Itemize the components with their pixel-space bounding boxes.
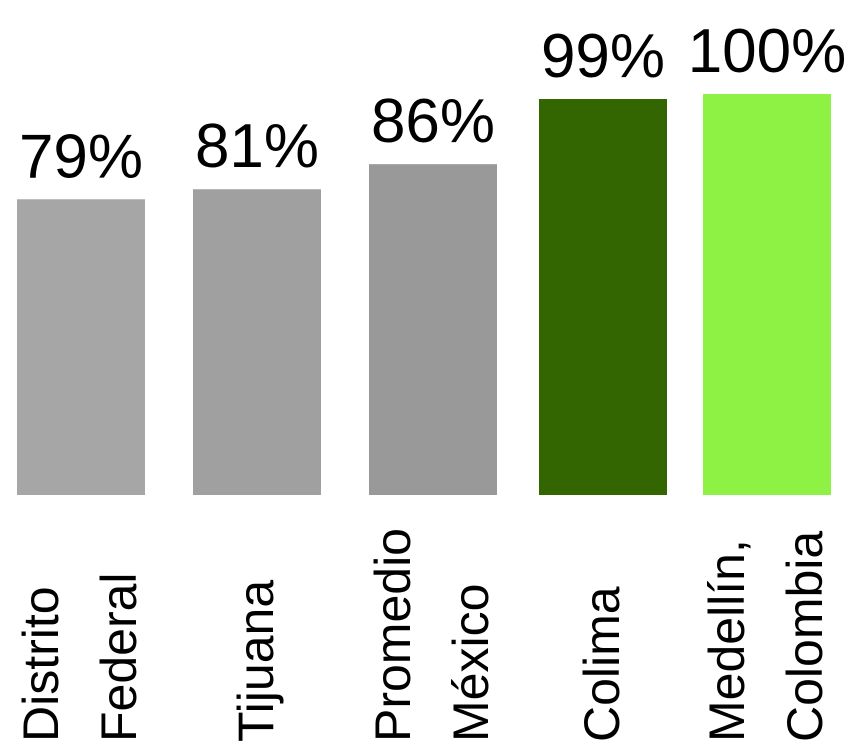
bar-0: [17, 199, 145, 495]
value-label-4: 100%: [688, 17, 847, 86]
category-labels-group: Distrito Federal Tijuana Promedio México Coli…: [13, 528, 833, 742]
bar-1: [193, 189, 321, 496]
value-label-2: 86%: [371, 87, 495, 156]
category-label-2-line-0: Promedio: [365, 528, 421, 742]
value-label-3: 99%: [541, 22, 665, 91]
category-label-4-line-0: Medellín,: [699, 539, 755, 742]
bar-3: [539, 99, 667, 495]
category-label-0-line-0: Distrito: [13, 586, 69, 742]
bar-4: [703, 94, 831, 495]
category-label-4-line-1: Colombia: [777, 531, 833, 742]
value-label-1: 81%: [195, 112, 319, 181]
value-label-0: 79%: [19, 122, 143, 191]
category-label-0-line-1: Federal: [91, 572, 147, 742]
category-label-2-line-1: México: [443, 584, 499, 742]
bars-group: [17, 94, 831, 496]
category-label-1-line-0: Tijuana: [228, 580, 284, 742]
value-labels-group: 79% 81% 86% 99% 100%: [19, 17, 846, 191]
bar-2: [369, 164, 497, 496]
category-label-3-line-0: Colima: [574, 586, 630, 742]
